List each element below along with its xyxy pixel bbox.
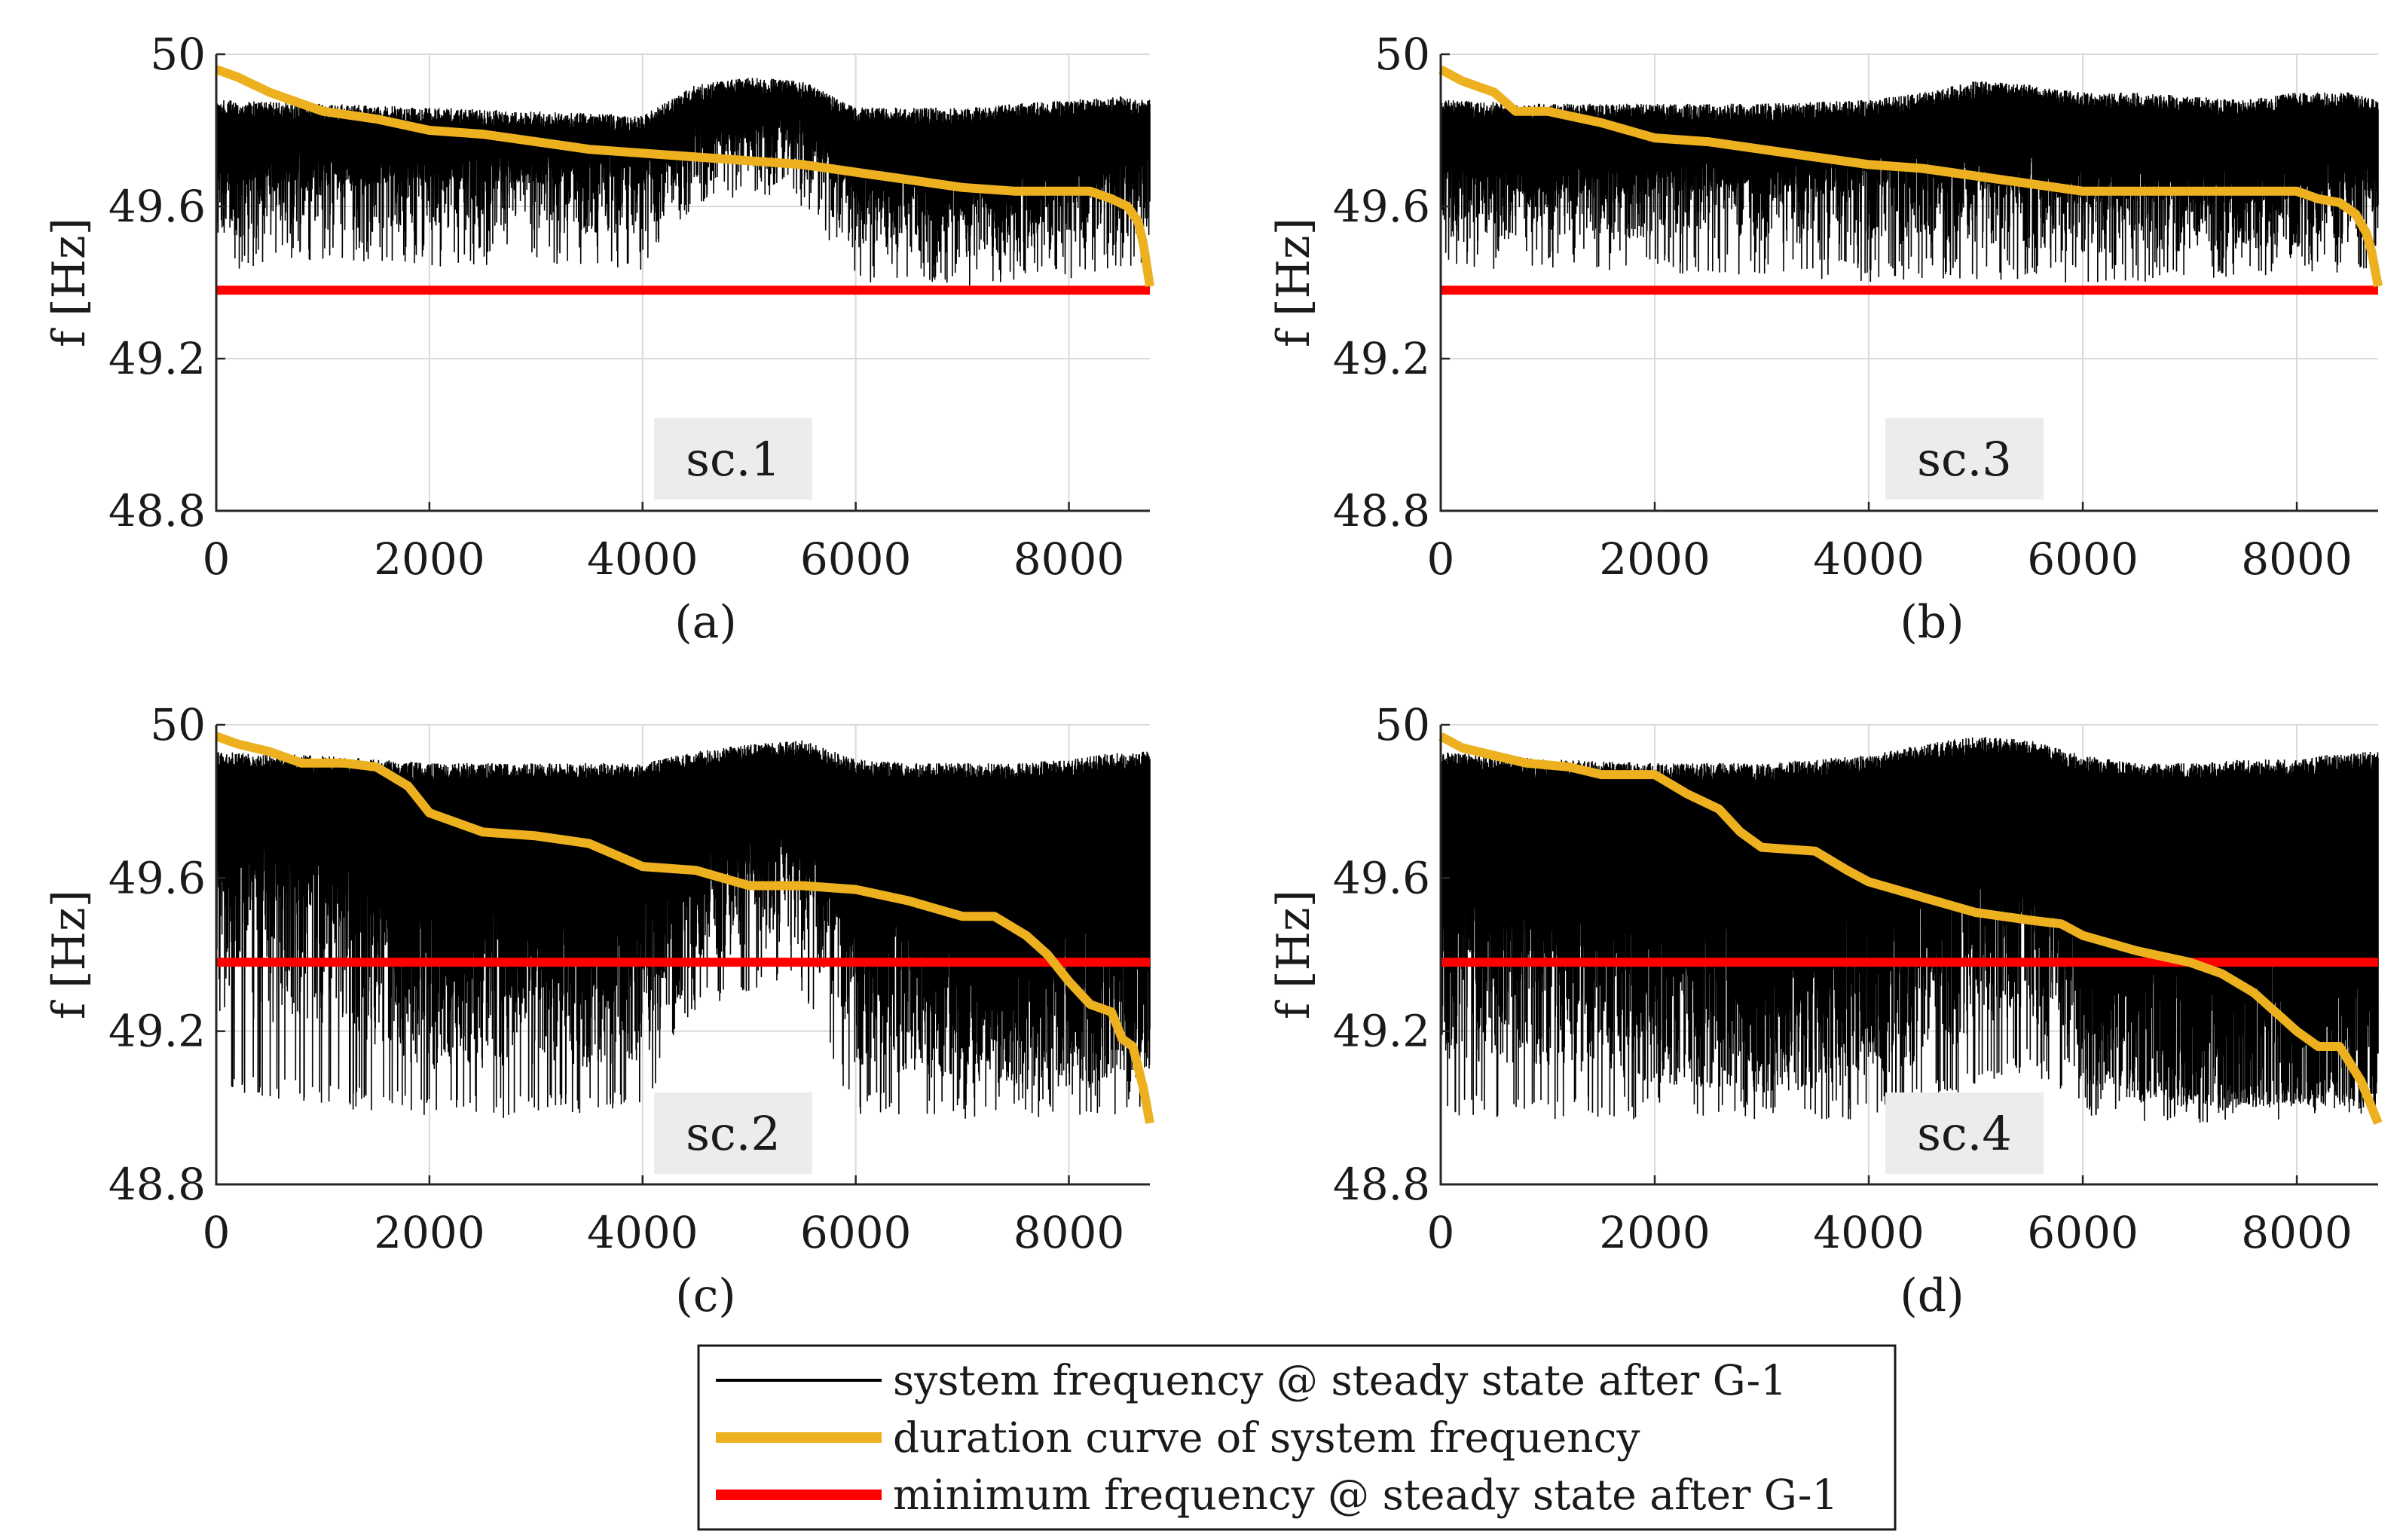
y-axis-label: f [Hz] [43,218,96,347]
duration-curve-line [1438,732,2383,1125]
x-tick-label: 4000 [587,1207,699,1258]
legend: system frequency @ steady state after G-… [697,1344,1897,1531]
scenario-box [654,1092,812,1174]
y-axis-label: f [Hz] [43,890,96,1019]
x-tick-label: 0 [1427,533,1455,585]
x-tick-label: 4000 [587,533,699,585]
scenario-label: sc.3 [1917,432,2012,487]
chart-panel-c: 0 2000 4000 6000 8000 48.8 49.2 49.6 50 sc.2 f [… [43,699,1154,1322]
x-tick-label: 8000 [2241,1207,2352,1258]
panel-caption: (b) [1900,596,1964,649]
scenario-label: sc.2 [686,1106,781,1161]
chart-panel-a: 0 2000 4000 6000 8000 48.8 49.2 49.6 50 sc.1 f [… [43,29,1154,649]
y-axis-label: f [Hz] [1267,218,1320,347]
x-tick-label: 6000 [2027,533,2138,585]
legend-label-duration-curve: duration curve of system frequency [893,1413,1640,1462]
y-tick-label: 49.2 [1333,1006,1430,1057]
x-tick-label: 2000 [374,533,485,585]
system-frequency-trace [216,78,1151,286]
scenario-label: sc.4 [1917,1106,2012,1161]
x-tick-label: 2000 [1599,1207,1710,1258]
y-tick-label: 49.6 [1333,181,1430,232]
y-tick-label: 48.8 [109,1159,206,1210]
y-tick-label: 50 [150,699,206,750]
y-tick-label: 49.2 [109,1006,206,1057]
x-tick-label: 8000 [1013,533,1125,585]
y-tick-label: 48.8 [1333,485,1430,536]
x-tick-label: 0 [203,533,231,585]
duration-curve-line [1438,65,2383,288]
x-tick-label: 8000 [1013,1207,1125,1258]
x-tick-label: 2000 [1599,533,1710,585]
x-tick-label: 2000 [374,1207,485,1258]
duration-curve-line [214,732,1154,1124]
x-tick-label: 0 [1427,1207,1455,1258]
y-tick-label: 49.6 [109,181,206,232]
y-tick-label: 50 [1374,699,1430,750]
x-tick-label: 8000 [2241,533,2352,585]
axis-frame [215,725,1150,1186]
system-frequency-trace [216,740,1151,1119]
scenario-label: sc.1 [686,432,781,487]
x-tick-label: 6000 [800,533,912,585]
system-frequency-trace [1440,737,2379,1123]
y-tick-label: 49.6 [1333,852,1430,903]
y-tick-label: 49.2 [109,333,206,384]
x-tick-label: 6000 [2027,1207,2138,1258]
panel-caption: (d) [1900,1270,1964,1322]
legend-label-min-frequency: minimum frequency @ steady state after G… [893,1471,1838,1519]
scenario-box [654,418,812,500]
panel-caption: (c) [675,1270,735,1322]
x-tick-label: 4000 [1813,533,1924,585]
y-tick-label: 50 [1374,29,1430,80]
chart-panel-d: 0 2000 4000 6000 8000 48.8 49.2 49.6 50 sc.4 f [… [1267,699,2383,1322]
y-tick-label: 50 [150,29,206,80]
axis-frame [1439,54,2378,512]
axis-frame [215,54,1150,512]
scenario-box [1885,418,2044,500]
scenario-box [1885,1092,2044,1174]
legend-label-system-frequency: system frequency @ steady state after G-… [893,1356,1787,1404]
system-frequency-trace [1440,81,2379,283]
x-tick-label: 4000 [1813,1207,1924,1258]
y-tick-label: 49.2 [1333,333,1430,384]
y-tick-label: 49.6 [109,852,206,903]
y-tick-label: 48.8 [109,485,206,536]
y-axis-label: f [Hz] [1267,890,1320,1019]
panel-caption: (a) [674,596,737,649]
duration-curve-line [214,65,1154,287]
y-tick-label: 48.8 [1333,1159,1430,1210]
axis-frame [1439,725,2378,1186]
chart-panel-b: 0 2000 4000 6000 8000 48.8 49.2 49.6 50 sc.3 f [… [1267,29,2383,649]
x-tick-label: 6000 [800,1207,912,1258]
x-tick-label: 0 [203,1207,231,1258]
